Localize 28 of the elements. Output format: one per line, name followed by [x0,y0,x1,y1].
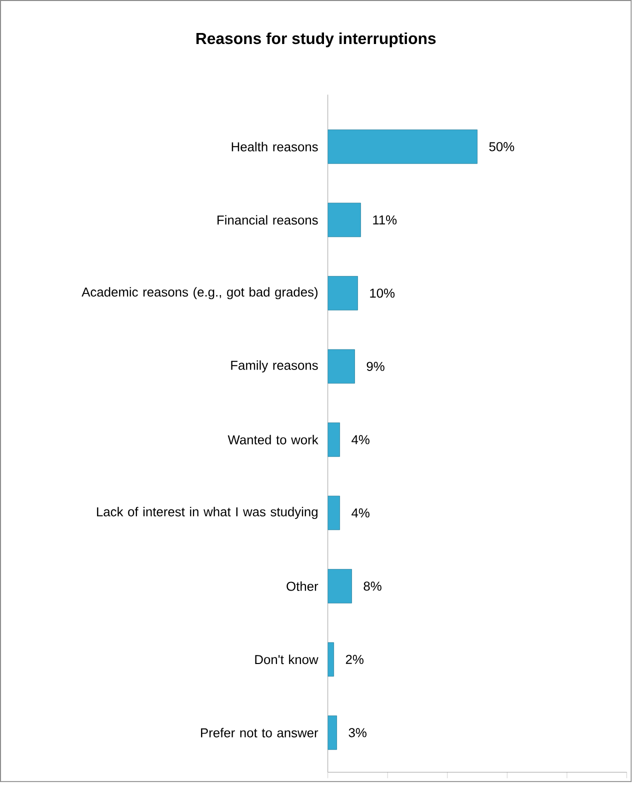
y-tick-label: Family reasons [231,360,318,372]
data-label: 8% [364,582,382,591]
y-tick-label: Lack of interest in what I was studying [97,506,318,519]
bar [328,130,478,164]
bar [328,496,340,530]
bar [328,276,358,310]
bar [328,349,356,384]
bar [328,422,340,457]
data-label: 3% [348,728,367,738]
data-label: 2% [346,654,364,664]
y-tick-label: Health reasons [232,142,318,152]
y-tick-label: Other [286,581,318,591]
bar [328,716,338,750]
data-label: 4% [352,508,370,518]
bar [328,202,362,238]
data-label: 9% [366,362,385,371]
data-label: 11% [373,215,397,224]
bar [328,642,334,676]
y-tick-label: Don't know [255,654,318,664]
data-label: 10% [370,288,395,298]
y-tick-label: Academic reasons (e.g., got bad grades) [82,287,318,300]
chart-title: Reasons for study interruptions [196,32,436,48]
y-tick-label: Prefer not to answer [201,728,318,738]
bar [328,569,352,604]
data-label: 4% [352,435,370,444]
data-label: 50% [489,142,514,152]
y-tick-label: Wanted to work [228,434,318,444]
y-tick-label: Financial reasons [218,215,318,225]
